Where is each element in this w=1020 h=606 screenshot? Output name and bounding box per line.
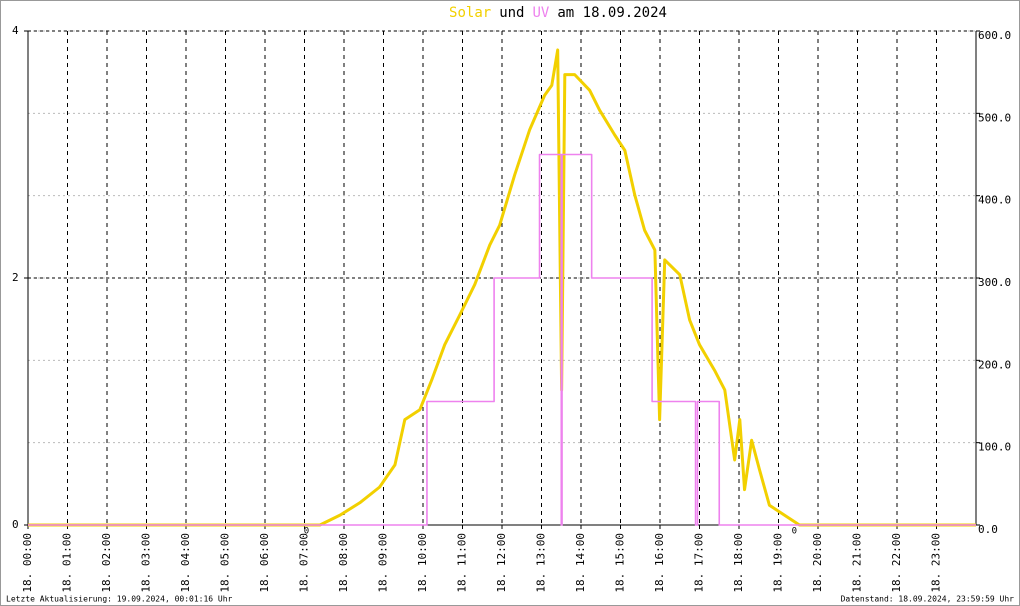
- zero-marker: 0: [304, 527, 309, 537]
- series-line: [28, 48, 976, 527]
- x-tick-label: 18. 11:00: [456, 533, 469, 593]
- x-tick-label: 18. 00:00: [21, 533, 34, 593]
- x-tick-label: 18. 08:00: [337, 533, 350, 593]
- y2-tick-label: 100.0: [978, 441, 1011, 454]
- x-tick-label: 18. 02:00: [100, 533, 113, 593]
- x-tick-label: 18. 12:00: [495, 533, 508, 593]
- x-tick-label: 18. 23:00: [930, 533, 943, 593]
- x-tick-label: 18. 09:00: [377, 533, 390, 593]
- x-tick-label: 18. 20:00: [811, 533, 824, 593]
- title-part: und: [499, 5, 524, 21]
- x-tick-label: 18. 19:00: [772, 533, 785, 593]
- x-tick-label: 18. 22:00: [890, 533, 903, 593]
- footer-right: Datenstand: 18.09.2024, 23:59:59 Uhr: [841, 595, 1015, 604]
- x-tick-label: 18. 05:00: [219, 533, 232, 593]
- x-tick-label: 18. 10:00: [416, 533, 429, 593]
- y-tick-label: 4: [12, 24, 19, 37]
- x-tick-label: 18. 13:00: [535, 533, 548, 593]
- y2-tick-label: 300.0: [978, 276, 1011, 289]
- x-tick-label: 18. 01:00: [61, 533, 74, 593]
- y2-tick-label: 400.0: [978, 194, 1011, 207]
- x-tick-label: 18. 17:00: [693, 533, 706, 593]
- y2-tick-label: 0.0: [978, 523, 998, 536]
- series-line: [28, 153, 976, 526]
- x-tick-label: 18. 14:00: [574, 533, 587, 593]
- x-tick-label: 18. 16:00: [653, 533, 666, 593]
- y2-tick-label: 600.0: [978, 29, 1011, 42]
- x-tick-label: 18. 06:00: [258, 533, 271, 593]
- y-tick-label: 0: [12, 518, 19, 531]
- x-tick-label: 18. 21:00: [851, 533, 864, 593]
- x-tick-label: 18. 15:00: [614, 533, 627, 593]
- y-tick-label: 2: [12, 271, 19, 284]
- title-part: UV: [533, 5, 550, 21]
- x-tick-label: 18. 03:00: [140, 533, 153, 593]
- x-tick-label: 18. 18:00: [732, 533, 745, 593]
- title-part: am 18.09.2024: [557, 5, 667, 21]
- title-part: Solar: [449, 5, 491, 21]
- y2-tick-label: 500.0: [978, 111, 1011, 124]
- footer-left: Letzte Aktualisierung: 19.09.2024, 00:01…: [6, 595, 233, 604]
- zero-marker: 0: [792, 527, 797, 537]
- x-tick-label: 18. 07:00: [298, 533, 311, 593]
- chart-title: Solar und UV am 18.09.2024: [449, 5, 667, 21]
- y2-tick-label: 200.0: [978, 358, 1011, 371]
- x-tick-label: 18. 04:00: [179, 533, 192, 593]
